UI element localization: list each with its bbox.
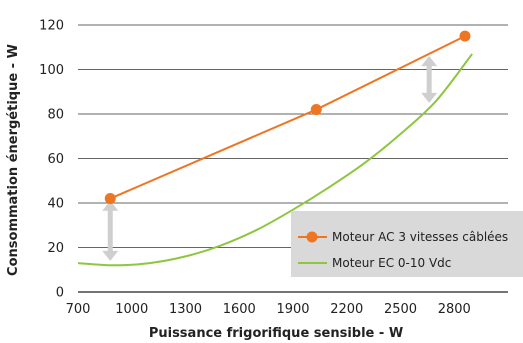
y-tick-label: 60 [47, 152, 64, 167]
y-axis-title: Consommation énergétique - W [6, 44, 21, 276]
arrow-head-up [421, 56, 438, 67]
legend-label: Moteur AC 3 vitesses câblées [332, 230, 508, 244]
x-tick-label: 2200 [330, 302, 363, 317]
y-tick-label: 0 [56, 286, 64, 301]
y-tick-label: 100 [39, 63, 64, 78]
gridlines [78, 24, 508, 293]
x-tick-label: 2800 [438, 302, 471, 317]
x-tick-label: 1600 [223, 302, 256, 317]
series-line-2 [77, 53, 473, 267]
double-arrow-annotation [421, 56, 438, 103]
y-tick-label: 120 [39, 19, 64, 34]
annotations [102, 56, 438, 261]
x-tick-label: 700 [66, 302, 91, 317]
x-axis-title: Puissance frigorifique sensible - W [149, 326, 403, 341]
x-tick-label: 2500 [384, 302, 417, 317]
x-tick-label: 1000 [115, 302, 148, 317]
y-tick-label: 80 [47, 108, 64, 123]
y-tick-label: 20 [47, 241, 64, 256]
series-layer [77, 30, 473, 267]
y-tick-label: 40 [47, 197, 64, 212]
legend-label: Moteur EC 0-10 Vdc [332, 256, 451, 270]
legend: Moteur AC 3 vitesses câblées Moteur EC 0… [291, 211, 523, 277]
x-tick-label: 1300 [169, 302, 202, 317]
y-tick-labels: 0 20 40 60 80 100 120 [39, 19, 64, 301]
arrow-head-down [102, 250, 119, 261]
arrow-head-up [102, 200, 119, 211]
data-point [459, 30, 471, 42]
legend-swatch-marker [306, 231, 318, 243]
x-tick-label: 1900 [276, 302, 309, 317]
data-point [310, 104, 322, 116]
arrow-head-down [421, 92, 438, 103]
series-line-1 [109, 35, 466, 200]
x-tick-labels: 700 1000 1300 1600 1900 2200 2500 2800 [66, 302, 471, 317]
data-point [104, 193, 116, 205]
legend-box [291, 211, 523, 277]
double-arrow-annotation [102, 200, 119, 261]
